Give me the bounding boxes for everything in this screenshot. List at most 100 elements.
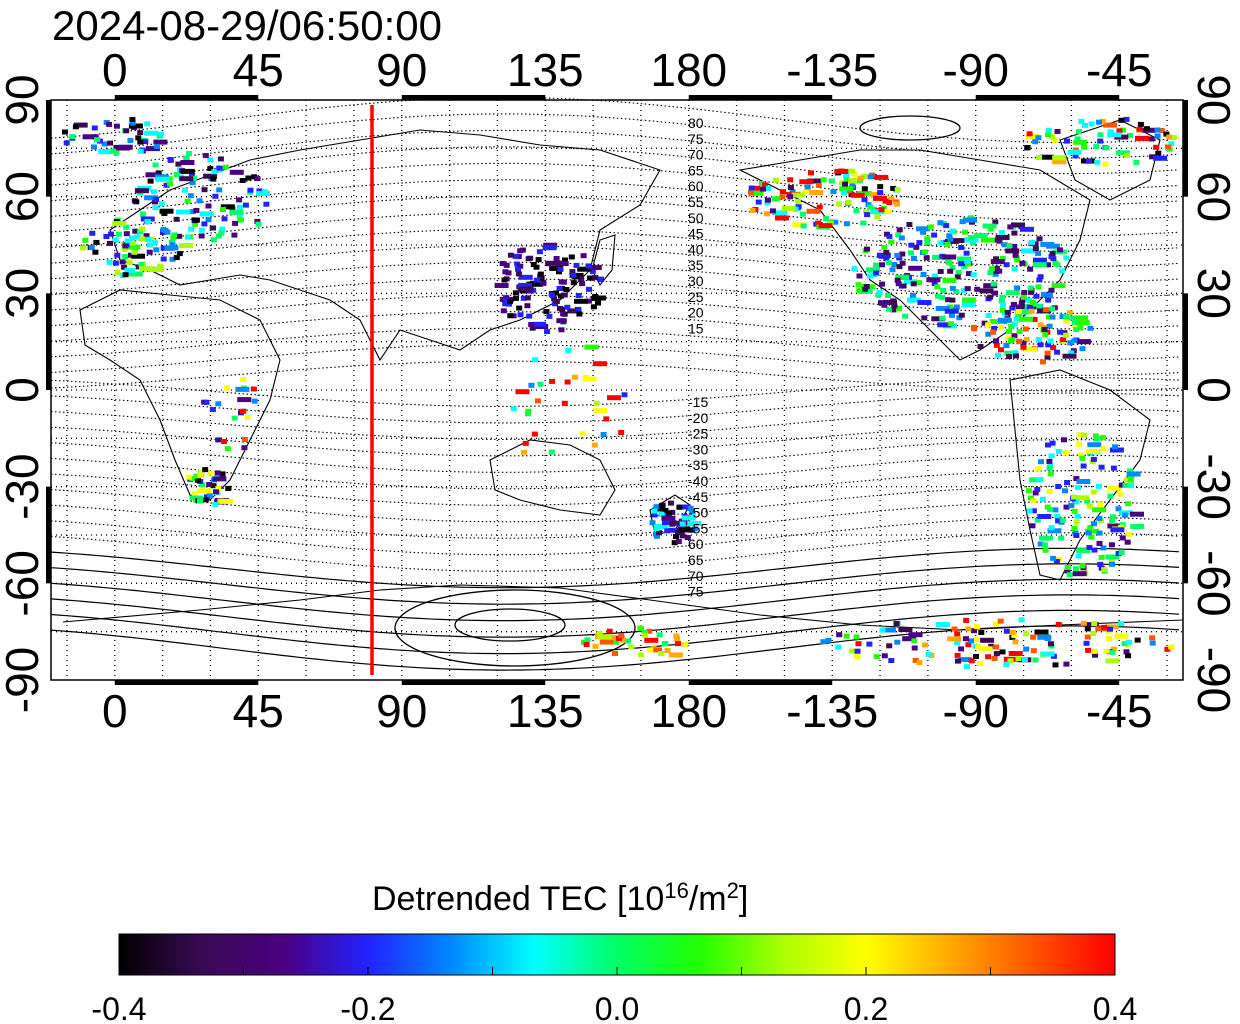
- tec-point: [965, 642, 972, 648]
- tec-point: [647, 647, 654, 653]
- tec-point: [90, 144, 97, 150]
- tec-point: [1086, 503, 1093, 509]
- tec-point: [210, 237, 217, 243]
- tec-point: [143, 233, 150, 239]
- tec-point: [1048, 287, 1055, 293]
- tec-point: [527, 255, 534, 261]
- tec-point: [1100, 446, 1107, 452]
- contour-label-south: -50: [688, 505, 708, 521]
- tec-point: [1055, 518, 1062, 524]
- left-lat-label: -30: [0, 453, 48, 519]
- tec-point: [1114, 633, 1129, 639]
- tec-point: [1020, 344, 1027, 350]
- tec-point: [993, 338, 999, 344]
- tec-point: [608, 635, 623, 640]
- tec-point: [853, 634, 860, 640]
- tec-point: [1097, 561, 1104, 567]
- tec-point: [989, 319, 1004, 325]
- tec-point: [937, 322, 952, 328]
- tec-point: [1032, 490, 1039, 496]
- tec-point: [214, 470, 221, 476]
- tec-point: [532, 357, 538, 363]
- tec-point: [1107, 485, 1122, 491]
- tec-point: [820, 639, 827, 645]
- tec-point: [132, 247, 139, 253]
- tec-point: [232, 220, 239, 226]
- tec-point: [843, 633, 850, 639]
- tec-point: [1003, 262, 1010, 268]
- tec-point: [1040, 651, 1055, 657]
- tec-point: [586, 298, 592, 304]
- left-latitude-axis: 90 60 30 0 -30 -60 -90: [0, 74, 48, 713]
- tec-point: [123, 224, 130, 230]
- colorbar-title: Detrended TEC [1016/m2]: [372, 878, 748, 919]
- tec-point: [1107, 129, 1114, 135]
- tec-point: [836, 632, 843, 638]
- tec-point: [974, 286, 981, 292]
- tec-point: [72, 124, 79, 130]
- tec-point: [503, 297, 510, 303]
- tec-point: [73, 122, 88, 128]
- tec-point: [894, 201, 901, 207]
- tec-point: [888, 658, 895, 663]
- tec-point: [197, 488, 212, 494]
- tec-point: [1110, 646, 1117, 652]
- tec-point: [89, 230, 96, 236]
- tec-point: [113, 123, 120, 129]
- tec-point: [1035, 250, 1042, 256]
- tec-point: [1054, 513, 1061, 519]
- tec-point: [158, 201, 165, 207]
- tec-point: [651, 508, 658, 514]
- tec-point: [931, 273, 938, 279]
- tec-point: [638, 652, 645, 658]
- tec-point: [1116, 491, 1123, 497]
- tec-point: [1007, 224, 1014, 230]
- tec-point: [596, 630, 603, 636]
- tec-point: [1023, 631, 1030, 637]
- tec-point: [1050, 345, 1057, 351]
- tec-point: [1036, 277, 1043, 283]
- tec-point: [839, 186, 854, 192]
- tec-point: [894, 187, 901, 193]
- tec-point: [758, 181, 765, 186]
- tec-point: [241, 437, 248, 442]
- tec-point: [808, 170, 814, 176]
- tec-point: [906, 222, 913, 227]
- tec-point: [520, 295, 527, 301]
- tec-point: [1108, 542, 1115, 548]
- tec-point: [962, 229, 968, 235]
- tec-point: [160, 227, 167, 233]
- tec-point: [1004, 309, 1011, 315]
- contour-ellipse: [394, 589, 636, 667]
- tec-point: [1045, 132, 1052, 138]
- tec-point: [987, 226, 994, 232]
- tec-point: [240, 408, 247, 414]
- tec-point: [1082, 122, 1088, 128]
- contour-label-south: 65: [688, 552, 704, 568]
- tec-point: [878, 207, 885, 213]
- contour-line: [50, 344, 1180, 376]
- tec-point: [679, 521, 686, 527]
- tec-point: [571, 374, 578, 380]
- tec-point: [1103, 145, 1110, 151]
- tec-point: [537, 271, 544, 277]
- tec-point: [973, 654, 979, 659]
- tec-point: [886, 306, 893, 312]
- tec-point: [1071, 338, 1078, 344]
- tec-point: [864, 246, 870, 252]
- tec-point: [1064, 480, 1071, 485]
- contour-ellipse: [859, 115, 961, 141]
- tec-point: [197, 472, 204, 478]
- contour-line: [50, 392, 1180, 424]
- tec-point: [515, 266, 521, 272]
- contour-line: [50, 113, 1180, 159]
- bottom-lon-label: 0: [102, 685, 128, 737]
- tec-point: [128, 271, 143, 277]
- tec-point: [885, 293, 891, 298]
- right-lat-label: 30: [1188, 268, 1240, 319]
- tec-point: [1028, 308, 1035, 314]
- contour-line: [50, 501, 1180, 539]
- tec-point: [1074, 495, 1089, 501]
- tec-point: [890, 185, 897, 191]
- tec-point: [206, 482, 213, 487]
